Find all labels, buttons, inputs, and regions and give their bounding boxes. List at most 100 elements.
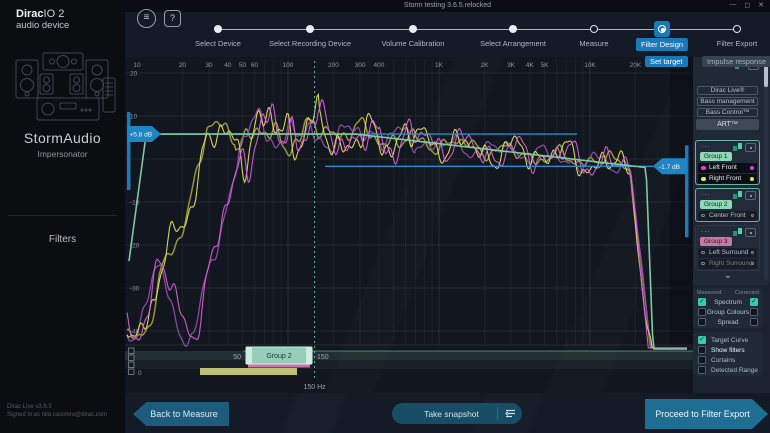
step-label-select-arrangement[interactable]: Select Arrangement [480,39,546,48]
checkbox-label: Spectrum [714,299,742,306]
freq-axis-label: 30 [205,62,213,69]
checkbox-measured-spread[interactable] [698,318,706,326]
channel-groups-container: Dirac Live® Bass management Bass Control™ A… [693,57,770,285]
checkbox-label: Group Colours [706,309,750,316]
target-handle-right-track[interactable] [685,145,689,238]
target-handle-right[interactable] [653,158,687,175]
visibility-toggle-icon[interactable] [745,191,756,200]
visibility-toggle-icon[interactable] [745,143,756,152]
channel-name: Right Surround [709,260,753,267]
tab-set-target[interactable]: Set target [645,56,688,67]
device-name: StormAudio [23,130,102,146]
step-dot-measure[interactable] [590,25,598,33]
logo-bold: Dirac [16,8,44,20]
step-dot-filter-export[interactable] [733,25,741,33]
tab-impulse-response[interactable]: Impulse response [702,56,770,67]
target-curve[interactable] [128,133,687,350]
channel-row-right-front[interactable]: Right Front [698,174,757,184]
step-dot-select-recording-device[interactable] [306,25,314,33]
channel-color-dot [749,176,754,181]
group-menu-icon[interactable]: ... [701,225,711,234]
checkbox-measured-group-colours[interactable] [698,308,706,316]
channel-row-right-surround[interactable]: Right Surround [698,259,757,269]
checkbox-corrected-spread[interactable] [750,318,758,326]
sidebar-item-filters[interactable]: Filters [48,234,77,245]
maximize-button[interactable]: ◻ [744,2,751,9]
target-handle-left-track[interactable] [127,112,131,191]
group3-range-bar[interactable] [248,364,310,368]
step-label-select-device[interactable]: Select Device [195,39,241,48]
checkbox-label: Curtains [711,357,736,364]
step-label-filter-design[interactable]: Filter Design [635,38,689,51]
close-button[interactable]: ✕ [758,2,764,9]
checkbox-target-curve[interactable]: ✓ [698,336,706,344]
checkbox-corrected-spectrum[interactable]: ✓ [750,298,758,306]
freq-axis-label: 2K [480,62,489,69]
scrollbar-thumb[interactable] [764,61,768,87]
master-item-bass-management[interactable]: Bass management [697,97,758,106]
menu-icon[interactable]: ≡ [137,9,156,28]
scrollbar-track[interactable] [764,60,768,280]
take-snapshot-button[interactable]: Take snapshot [392,403,522,424]
band-layer-toggle[interactable] [128,361,135,368]
chevron-down-icon[interactable]: ⌄ [723,270,733,281]
group-menu-icon[interactable]: ... [701,140,711,149]
chart-background [125,57,693,393]
checkbox-label: Show filters [711,347,745,354]
step-label-measure[interactable]: Measure [579,39,609,48]
minimize-button[interactable]: — [729,1,737,8]
step-label-select-recording-device[interactable]: Select Recording Device [268,39,352,48]
take-snapshot-label: Take snapshot [424,408,479,419]
channel-row-center-front[interactable]: Center Front [698,211,757,221]
group-colors-icon [733,191,743,200]
group2-slider-left-handle[interactable] [246,347,252,364]
channel-name: Right Front [709,175,742,182]
group1-range-bar[interactable] [200,368,297,375]
checkbox-measured-spectrum[interactable]: ✓ [698,298,706,306]
group-card-1[interactable]: ... Group 1 Left Front Right Front [695,140,760,185]
channel-row-left-surround[interactable]: Left Surround [698,248,757,258]
target-handle-left[interactable] [127,126,161,143]
step-dot-filter-design[interactable] [658,25,666,33]
step-dot-select-arrangement[interactable] [509,25,517,33]
channel-row-left-front[interactable]: Left Front [698,163,757,173]
group-card-3[interactable]: ... Group 3 Left Surround Right Surround [695,225,760,271]
crossover-band-track-2 [125,360,693,369]
frequency-response-chart[interactable]: 10 20 30 40 50 60 100 200 300 400 1K 2K 3K 4K 5K 10K 20K… [125,57,693,393]
channel-color-dot [701,176,706,181]
speaker-system-illustration [15,52,116,121]
step-label-volume-calibration[interactable]: Volume Calibration [381,39,445,48]
checkbox-curtains[interactable] [698,356,706,364]
proceed-to-filter-export-button[interactable]: Proceed to Filter Export [645,399,768,429]
group-menu-icon[interactable]: ... [701,188,711,197]
checkbox-show-filters[interactable] [698,346,706,354]
band-layer-toggle[interactable] [128,347,135,354]
target-handle-left-value: +5.8 dB [130,132,153,139]
titlebar: Storm testing 3.6.5.relocked — ◻ ✕ [125,0,770,12]
master-item-bass-control-[interactable]: Bass Control™ [697,108,758,117]
logo-sub: audio device [16,20,70,31]
group2-slider-right-handle[interactable] [306,347,312,364]
checkbox-detected-range[interactable] [698,366,706,374]
step-dot-volume-calibration[interactable] [409,25,417,33]
logo-rest: IO 2 [43,8,65,20]
band-layer-toggle[interactable] [128,368,135,375]
step-label-filter-export[interactable]: Filter Export [716,39,758,48]
checkbox-corrected-group-colours[interactable] [750,308,758,316]
app-version: Dirac Live v3.6.5 [7,404,52,410]
group-badge: Group 1 [700,152,732,161]
help-icon[interactable]: ? [164,10,181,27]
step-dot-select-device[interactable] [214,25,222,33]
band-zero-label: 0 [138,370,142,377]
freq-axis-label: 50 [239,62,247,69]
snapshot-history-icon[interactable] [498,408,522,419]
freq-axis-label: 20K [630,62,642,69]
band-layer-toggle[interactable] [128,354,135,361]
visibility-toggle-icon[interactable] [745,228,756,237]
back-to-measure-button[interactable]: Back to Measure [133,402,229,426]
master-item-dirac-live-[interactable]: Dirac Live® [697,86,758,95]
art-toggle-row[interactable]: ART™ [696,119,759,130]
group-card-2[interactable]: ... Group 2 Center Front [695,188,760,222]
checkbox-label: Detected Range [711,367,758,374]
